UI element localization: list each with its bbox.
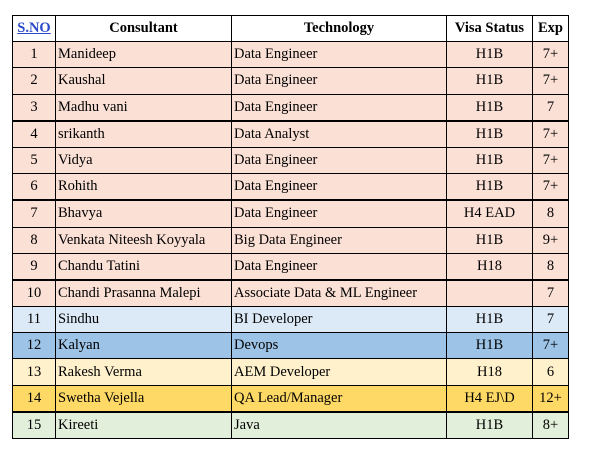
sno-cell: 9	[12, 252, 56, 281]
table-row: 13 Rakesh Verma AEM Developer H18 6	[12, 358, 569, 386]
header-row: S.NO Consultant Technology Visa Status E…	[12, 14, 569, 43]
sno-cell: 14	[12, 384, 56, 413]
table-row: 8 Venkata Niteesh Koyyala Big Data Engin…	[12, 226, 569, 254]
technology-cell: Data Engineer	[231, 252, 447, 281]
exp-cell: 7	[532, 93, 569, 122]
technology-cell: Associate Data & ML Engineer	[231, 279, 447, 308]
table-row: 15 Kireeti Java H1B 8+	[12, 411, 569, 439]
table-row: 14 Swetha Vejella QA Lead/Manager H4 EJ\…	[12, 384, 569, 413]
exp-cell: 7	[532, 306, 569, 334]
visa-status-cell: H1B	[446, 306, 533, 334]
technology-cell: Big Data Engineer	[231, 226, 447, 254]
visa-status-cell: H18	[446, 358, 533, 386]
exp-cell: 7+	[532, 173, 569, 202]
table-row: 6 Rohith Data Engineer H1B 7+	[12, 173, 569, 202]
exp-cell: 8	[532, 199, 569, 228]
consultant-header: Consultant	[55, 14, 232, 43]
table-row: 10 Chandi Prasanna Malepi Associate Data…	[12, 279, 569, 308]
consultant-cell: Rohith	[55, 173, 232, 202]
visa-status-cell: H4 EAD	[446, 199, 533, 228]
exp-cell: 6	[532, 358, 569, 386]
technology-cell: Devops	[231, 332, 447, 360]
sno-cell: 10	[12, 279, 56, 308]
consultant-cell: Vidya	[55, 146, 232, 175]
visa-status-cell: H1B	[446, 41, 533, 69]
technology-cell: BI Developer	[231, 306, 447, 334]
exp-cell: 7+	[532, 41, 569, 69]
consultant-cell: Kaushal	[55, 67, 232, 95]
visa-status-cell: H1B	[446, 411, 533, 439]
visa-status-header: Visa Status	[446, 14, 533, 43]
exp-cell: 7+	[532, 120, 569, 148]
technology-cell: Data Engineer	[231, 41, 447, 69]
visa-status-cell	[446, 279, 533, 308]
sno-cell: 6	[12, 173, 56, 202]
consultant-cell: Manideep	[55, 41, 232, 69]
exp-cell: 9+	[532, 226, 569, 254]
exp-cell: 8	[532, 252, 569, 281]
visa-status-cell: H1B	[446, 146, 533, 175]
sno-cell: 12	[12, 332, 56, 360]
visa-status-cell: H1B	[446, 93, 533, 122]
table-row: 7 Bhavya Data Engineer H4 EAD 8	[12, 199, 569, 228]
consultant-cell: Rakesh Verma	[55, 358, 232, 386]
sno-cell: 15	[12, 411, 56, 439]
visa-status-cell: H1B	[446, 226, 533, 254]
technology-cell: Data Engineer	[231, 199, 447, 228]
exp-cell: 7+	[532, 146, 569, 175]
technology-cell: AEM Developer	[231, 358, 447, 386]
sno-cell: 13	[12, 358, 56, 386]
technology-cell: Data Engineer	[231, 146, 447, 175]
table-row: 12 Kalyan Devops H1B 7+	[12, 332, 569, 360]
exp-cell: 7+	[532, 67, 569, 95]
sno-cell: 8	[12, 226, 56, 254]
consultant-cell: Swetha Vejella	[55, 384, 232, 413]
consultant-cell: Sindhu	[55, 306, 232, 334]
consultant-table: S.NO Consultant Technology Visa Status E…	[12, 14, 569, 439]
visa-status-cell: H1B	[446, 120, 533, 148]
technology-cell: Data Engineer	[231, 93, 447, 122]
consultant-cell: Bhavya	[55, 199, 232, 228]
table-row: 1 Manideep Data Engineer H1B 7+	[12, 41, 569, 69]
sno-cell: 5	[12, 146, 56, 175]
sno-header-link[interactable]: S.NO	[12, 14, 56, 43]
consultant-cell: Kalyan	[55, 332, 232, 360]
sno-cell: 7	[12, 199, 56, 228]
consultant-cell: srikanth	[55, 120, 232, 148]
technology-header: Technology	[231, 14, 447, 43]
technology-cell: QA Lead/Manager	[231, 384, 447, 413]
visa-status-cell: H1B	[446, 173, 533, 202]
table-row: 5 Vidya Data Engineer H1B 7+	[12, 146, 569, 175]
technology-cell: Data Engineer	[231, 67, 447, 95]
sno-cell: 3	[12, 93, 56, 122]
consultant-cell: Kireeti	[55, 411, 232, 439]
consultant-cell: Madhu vani	[55, 93, 232, 122]
sno-cell: 1	[12, 41, 56, 69]
consultant-table-container: S.NO Consultant Technology Visa Status E…	[12, 14, 569, 439]
visa-status-cell: H1B	[446, 67, 533, 95]
exp-cell: 7+	[532, 332, 569, 360]
table-row: 11 Sindhu BI Developer H1B 7	[12, 306, 569, 334]
visa-status-cell: H18	[446, 252, 533, 281]
technology-cell: Java	[231, 411, 447, 439]
table-row: 2 Kaushal Data Engineer H1B 7+	[12, 67, 569, 95]
exp-cell: 8+	[532, 411, 569, 439]
table-row: 3 Madhu vani Data Engineer H1B 7	[12, 93, 569, 122]
consultant-cell: Chandi Prasanna Malepi	[55, 279, 232, 308]
exp-cell: 12+	[532, 384, 569, 413]
table-row: 4 srikanth Data Analyst H1B 7+	[12, 120, 569, 148]
technology-cell: Data Engineer	[231, 173, 447, 202]
sno-cell: 11	[12, 306, 56, 334]
technology-cell: Data Analyst	[231, 120, 447, 148]
consultant-cell: Chandu Tatini	[55, 252, 232, 281]
sno-cell: 4	[12, 120, 56, 148]
table-row: 9 Chandu Tatini Data Engineer H18 8	[12, 252, 569, 281]
exp-header: Exp	[532, 14, 569, 43]
exp-cell: 7	[532, 279, 569, 308]
consultant-cell: Venkata Niteesh Koyyala	[55, 226, 232, 254]
visa-status-cell: H1B	[446, 332, 533, 360]
visa-status-cell: H4 EJ\D	[446, 384, 533, 413]
sno-cell: 2	[12, 67, 56, 95]
